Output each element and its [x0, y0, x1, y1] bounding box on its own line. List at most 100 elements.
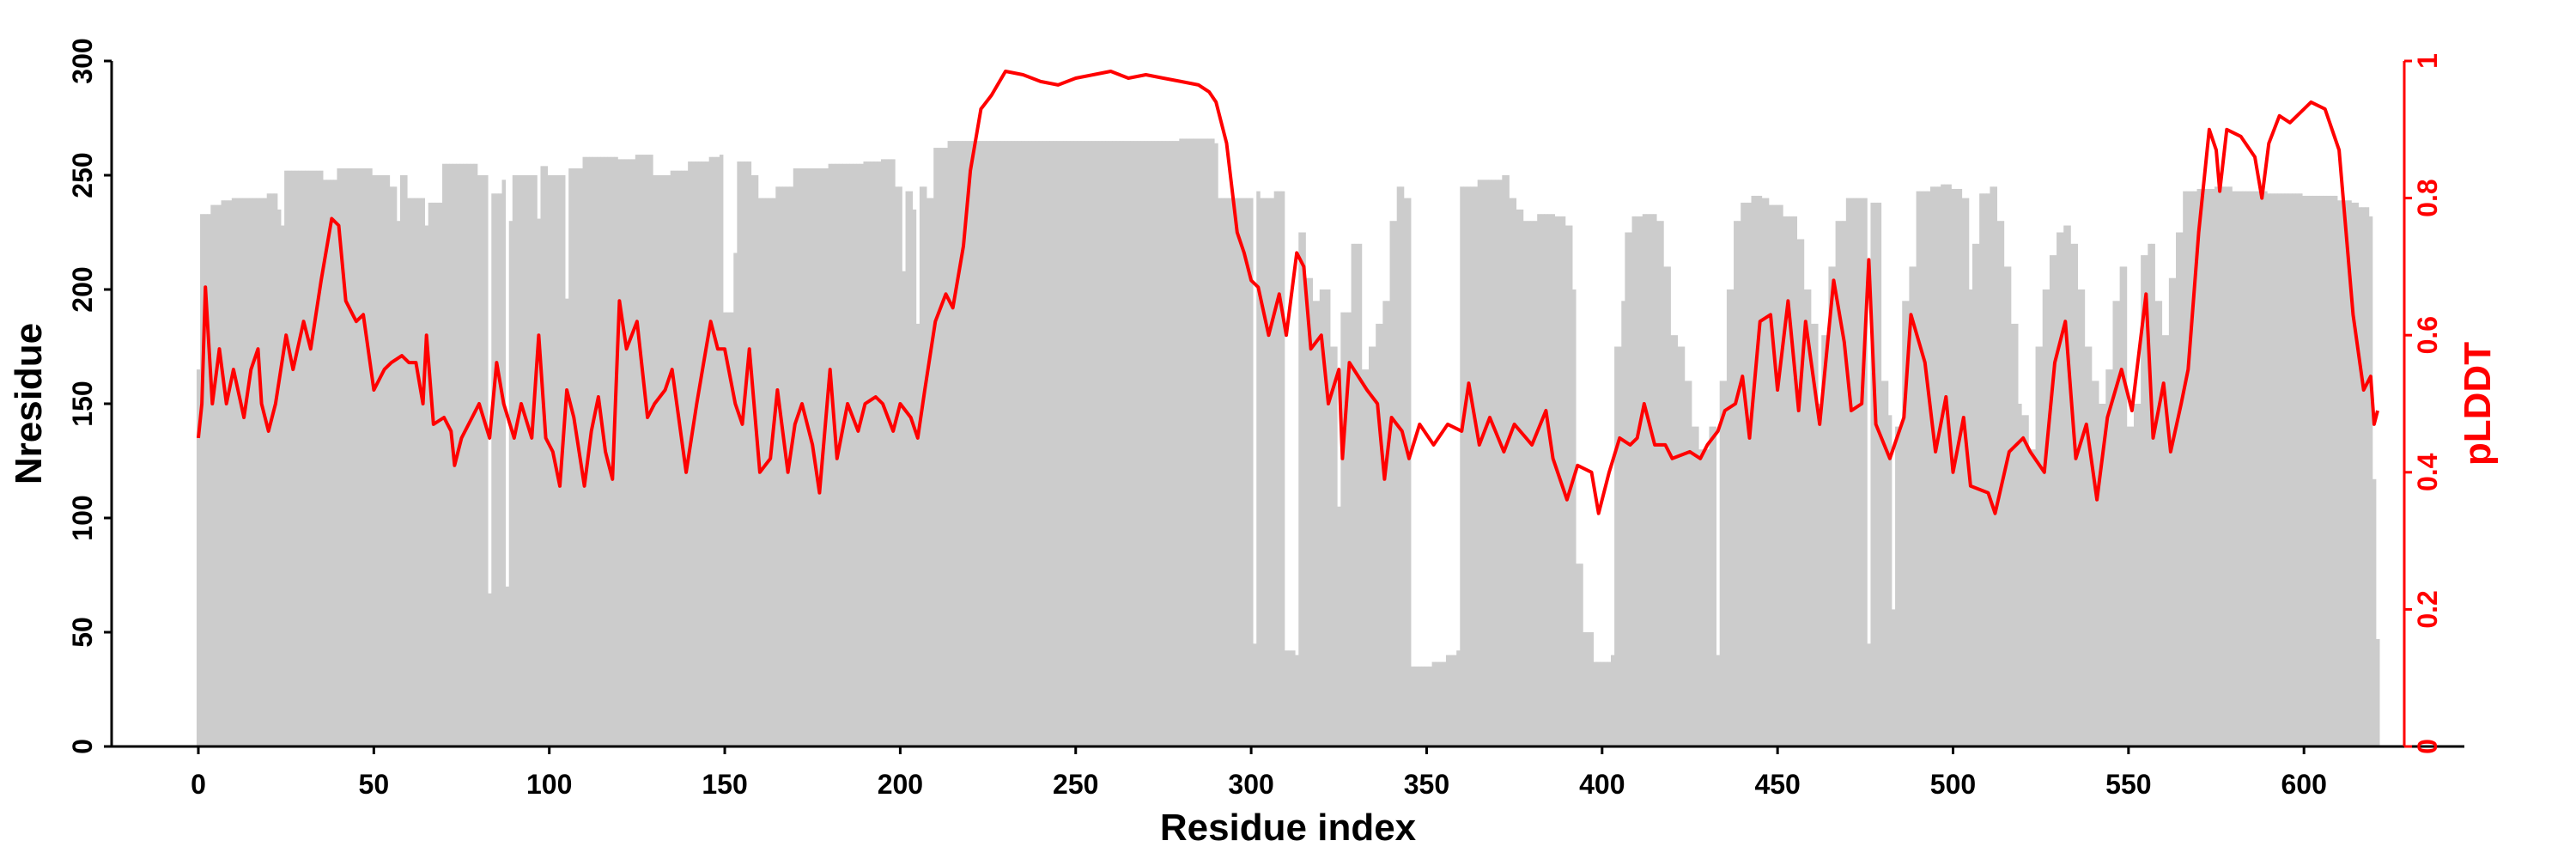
nresidue-bar: [1530, 221, 1534, 746]
nresidue-bar: [2274, 193, 2278, 746]
nresidue-bar: [540, 166, 544, 747]
nresidue-bar: [1453, 655, 1457, 746]
nresidue-bar: [599, 156, 605, 747]
nresidue-bar: [715, 156, 720, 747]
nresidue-bar: [1663, 266, 1668, 746]
x-tick-label: 600: [2281, 769, 2327, 800]
nresidue-bar: [2025, 415, 2029, 746]
nresidue-bar: [1916, 191, 1921, 746]
nresidue-bar: [972, 141, 976, 747]
nresidue-bar: [1105, 141, 1109, 747]
nresidue-bar: [1245, 198, 1250, 747]
nresidue-bar: [1818, 404, 1822, 746]
nresidue-bar: [2294, 193, 2300, 746]
nresidue-bar: [1449, 655, 1454, 746]
nresidue-bar: [288, 170, 292, 746]
nresidue-bar: [1810, 323, 1815, 746]
nresidue-bar: [1460, 186, 1464, 747]
nresidue-bar: [1603, 661, 1608, 746]
nresidue-bar: [807, 168, 811, 746]
nresidue-bar: [1828, 266, 1832, 746]
nresidue-bar: [1838, 221, 1844, 746]
nresidue-bar: [2249, 191, 2254, 746]
nresidue-bar: [375, 175, 380, 746]
nresidue-bar: [1842, 221, 1847, 746]
x-tick-label: 100: [526, 769, 572, 800]
nresidue-bar: [470, 163, 475, 746]
nresidue-bar: [2260, 191, 2264, 746]
nresidue-bar: [1880, 381, 1886, 746]
nresidue-bar: [1425, 666, 1429, 746]
nresidue-bar: [656, 175, 660, 746]
nresidue-bar: [533, 175, 538, 746]
nresidue-bar: [849, 163, 854, 746]
x-tick-label: 50: [359, 769, 390, 800]
nresidue-bar: [1235, 198, 1240, 747]
nresidue-bar: [263, 198, 268, 747]
nresidue-bar: [1389, 221, 1394, 746]
nresidue-bar: [438, 202, 443, 747]
nresidue-bar: [1576, 564, 1580, 746]
x-axis-label: Residue index: [1160, 807, 1417, 849]
nresidue-bar: [1151, 141, 1156, 747]
nresidue-bar: [2228, 186, 2233, 747]
nresidue-bar: [814, 168, 818, 746]
nresidue-bar: [2306, 195, 2310, 746]
nresidue-bar: [947, 141, 952, 747]
nresidue-bar: [769, 198, 773, 747]
nresidue-bar: [1631, 216, 1637, 746]
nresidue-bar: [831, 163, 836, 746]
nresidue-bar: [365, 168, 369, 746]
nresidue-bar: [544, 166, 549, 747]
nresidue-bar: [1993, 186, 1997, 747]
nresidue-bar: [1825, 335, 1829, 746]
nresidue-bar: [234, 198, 240, 747]
nresidue-bar: [428, 202, 433, 747]
nresidue-bar: [2203, 188, 2208, 746]
nresidue-bar: [1796, 239, 1801, 747]
nresidue-bar: [1677, 346, 1682, 746]
nresidue-bar: [214, 204, 218, 746]
nresidue-bar: [666, 175, 671, 746]
nresidue-bar: [392, 186, 398, 747]
nresidue-bar: [2358, 207, 2363, 747]
nresidue-bar: [473, 163, 478, 746]
nresidue-bar: [1702, 449, 1706, 746]
nresidue-bar: [617, 159, 622, 746]
nresidue-bar: [1253, 643, 1257, 746]
nresidue-bar: [1438, 661, 1443, 746]
nresidue-bar: [737, 161, 741, 747]
nresidue-bar: [863, 161, 867, 747]
nresidue-bar: [1656, 221, 1661, 746]
nresidue-bar: [1741, 202, 1745, 747]
nresidue-bar: [530, 175, 534, 746]
nresidue-bar: [996, 141, 1001, 747]
nresidue-bar: [1968, 289, 1973, 746]
nresidue-bar: [979, 141, 983, 747]
nresidue-bar: [884, 159, 889, 746]
nresidue-bar: [554, 175, 559, 746]
nresidue-bar: [1379, 323, 1383, 746]
nresidue-bar: [2281, 193, 2286, 746]
nresidue-bar: [1971, 243, 1977, 746]
nresidue-bar: [1207, 138, 1212, 746]
nresidue-bar: [1695, 426, 1699, 746]
nresidue-bar: [501, 180, 507, 746]
nresidue-bar: [1088, 141, 1092, 747]
nresidue-bar: [2316, 195, 2320, 746]
nresidue-bar: [1607, 661, 1612, 746]
nresidue-bar: [1923, 191, 1928, 746]
nresidue-bar: [933, 148, 938, 746]
nresidue-bar: [1021, 141, 1025, 747]
nresidue-bar: [1628, 232, 1632, 746]
nresidue-bar: [1635, 216, 1640, 746]
nresidue-bar: [2158, 301, 2163, 746]
nresidue-bar: [1765, 198, 1770, 747]
nresidue-bar: [1849, 198, 1854, 747]
nresidue-bar: [1053, 141, 1057, 747]
nresidue-bar: [922, 186, 927, 747]
nresidue-bar: [1428, 666, 1432, 746]
nresidue-bar: [2365, 207, 2370, 747]
nresidue-bar: [817, 168, 822, 746]
nresidue-bar: [1564, 225, 1570, 746]
